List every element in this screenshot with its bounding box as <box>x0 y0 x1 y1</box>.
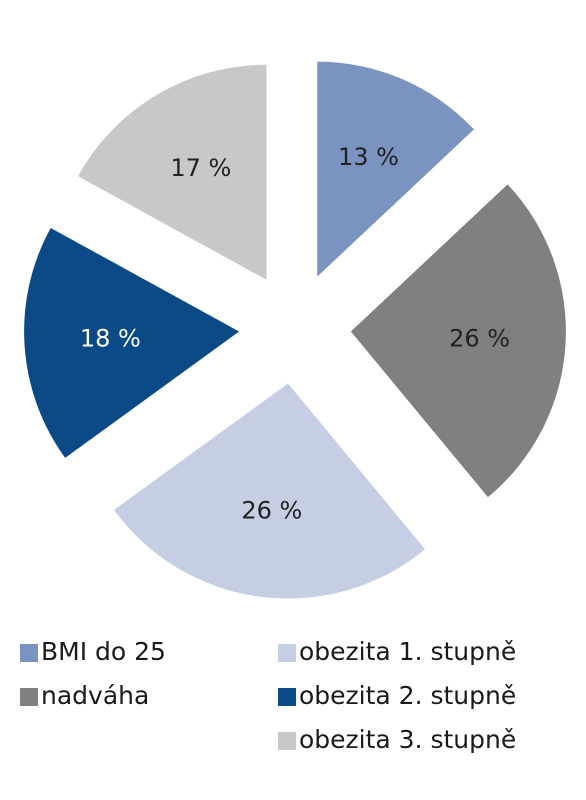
value-label: 26 % <box>449 325 510 353</box>
pie-slice <box>24 227 240 458</box>
legend-label: BMI do 25 <box>41 637 166 666</box>
legend-label: nadváha <box>41 681 149 710</box>
legend-label: obezita 1. stupně <box>299 637 516 666</box>
legend-swatch <box>20 644 38 662</box>
pie-slice <box>350 184 566 498</box>
legend-swatch <box>278 644 296 662</box>
pie-slice <box>114 383 426 599</box>
pie-slice <box>317 61 474 277</box>
legend-swatch <box>278 688 296 706</box>
legend-swatch <box>278 732 296 750</box>
value-label: 17 % <box>170 154 231 182</box>
legend-label: obezita 2. stupně <box>299 681 516 710</box>
legend-swatch <box>20 688 38 706</box>
pie-slice <box>78 64 267 280</box>
value-label: 26 % <box>241 497 302 525</box>
value-label: 18 % <box>80 325 141 353</box>
value-label: 13 % <box>338 143 399 171</box>
legend-label: obezita 3. stupně <box>299 725 516 754</box>
